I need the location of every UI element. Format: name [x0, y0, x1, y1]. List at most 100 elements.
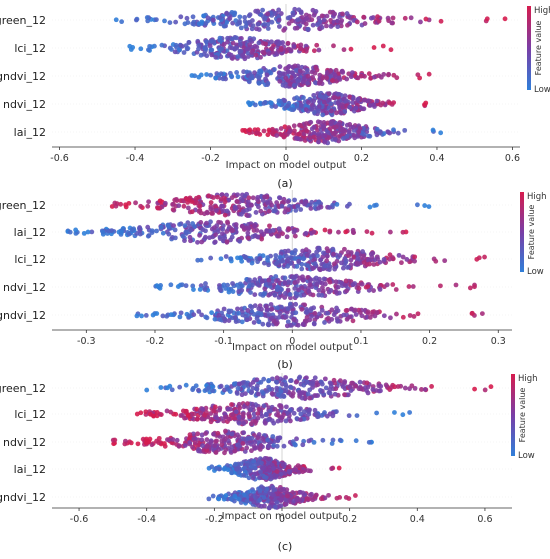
x-tick-label: -0.4 [126, 153, 145, 164]
data-point [324, 258, 330, 264]
data-point [228, 73, 234, 79]
data-point [270, 434, 276, 439]
data-point [200, 227, 206, 233]
data-point [285, 287, 291, 293]
data-point [250, 475, 256, 481]
data-point [249, 75, 255, 81]
data-point [293, 207, 299, 213]
data-point [331, 312, 337, 318]
data-point [314, 42, 320, 48]
data-point [262, 420, 268, 426]
data-point [313, 8, 319, 14]
data-point [304, 67, 310, 73]
data-point [154, 410, 160, 415]
data-point [324, 23, 329, 29]
data-point [216, 312, 222, 318]
data-point [189, 73, 195, 78]
data-point [258, 379, 264, 385]
data-point [191, 287, 196, 292]
data-point [283, 418, 289, 424]
data-point [245, 50, 251, 56]
data-point [209, 310, 215, 316]
data-point [347, 384, 353, 390]
data-point [235, 306, 240, 312]
data-point [362, 21, 368, 26]
data-point [245, 199, 251, 205]
x-tick-label: -0.4 [137, 514, 156, 525]
data-point [304, 253, 310, 258]
data-point [271, 443, 277, 448]
data-point [196, 46, 201, 52]
data-point [262, 15, 268, 21]
data-point [322, 410, 327, 415]
data-point [276, 314, 282, 320]
data-point [360, 249, 366, 254]
data-point [295, 322, 301, 328]
data-point [258, 312, 264, 318]
data-point [81, 230, 87, 236]
data-point [240, 441, 246, 446]
data-point [254, 316, 260, 321]
data-point [256, 406, 262, 412]
data-point [402, 15, 408, 21]
data-point [336, 229, 341, 235]
data-point [292, 197, 297, 203]
data-point [366, 439, 372, 445]
data-point [322, 139, 328, 145]
data-point [301, 76, 307, 81]
data-point [183, 283, 189, 289]
colorbar [520, 192, 524, 272]
data-point [305, 468, 311, 474]
data-point [292, 6, 298, 12]
data-point [292, 63, 298, 69]
data-point [314, 22, 320, 27]
data-point [147, 43, 153, 49]
data-point [328, 68, 333, 74]
panel-label: (a) [277, 177, 292, 190]
data-point [312, 205, 318, 211]
data-point [319, 307, 325, 313]
data-point [126, 231, 132, 237]
data-point [270, 466, 276, 471]
data-point [221, 306, 227, 312]
data-point [264, 486, 270, 492]
data-point [198, 220, 204, 225]
data-point [190, 21, 196, 27]
data-point [438, 283, 443, 289]
data-point [195, 431, 201, 437]
x-tick-label: 0.2 [342, 514, 357, 525]
data-point [292, 128, 297, 134]
data-point [305, 73, 311, 79]
data-point [246, 225, 252, 231]
data-point [371, 74, 377, 80]
data-point [221, 41, 227, 47]
data-point [279, 415, 285, 420]
data-point [213, 54, 219, 60]
data-point [250, 489, 256, 495]
data-point [235, 54, 241, 60]
data-point [266, 262, 271, 268]
data-point [430, 127, 436, 133]
data-point [227, 45, 233, 50]
data-point [186, 313, 192, 319]
data-point [271, 66, 277, 72]
data-point [349, 70, 355, 76]
data-point [340, 384, 346, 389]
data-point [350, 96, 356, 101]
data-point [178, 310, 184, 316]
data-point [226, 197, 232, 203]
data-point [353, 493, 358, 498]
data-point [299, 306, 305, 312]
data-point [162, 200, 168, 206]
data-point [228, 52, 234, 58]
data-point [324, 13, 330, 19]
data-point [407, 313, 413, 318]
x-tick-label: -0.2 [201, 153, 220, 164]
panel-label: (b) [277, 358, 293, 371]
data-point [283, 75, 289, 81]
data-point [207, 43, 213, 49]
data-point [237, 238, 243, 244]
data-point [244, 69, 250, 75]
data-point [224, 239, 230, 245]
data-point [315, 253, 320, 259]
